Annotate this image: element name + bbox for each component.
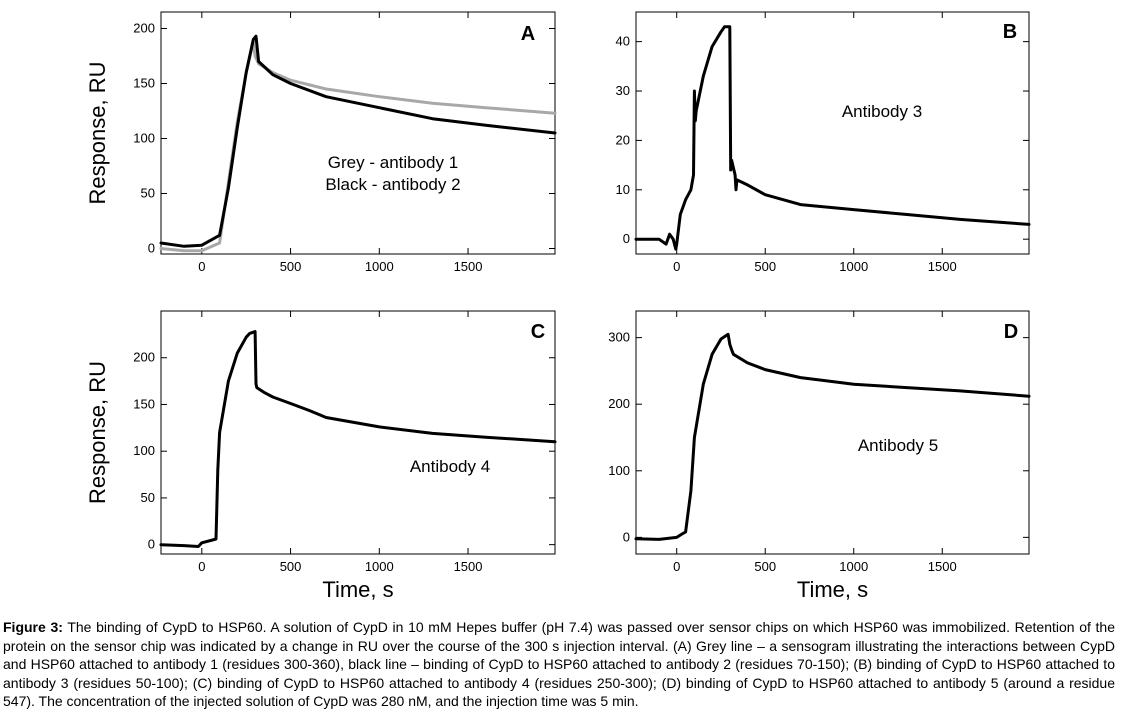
y-tick-label: 50 <box>141 490 155 505</box>
series-line-antibody-1 <box>159 40 557 253</box>
y-tick-label: 0 <box>623 529 630 544</box>
x-tick-label: 1500 <box>454 259 483 274</box>
x-tick-label: 1000 <box>839 559 868 574</box>
x-tick-label: 1000 <box>365 559 394 574</box>
panel-d: 0 500 1000 1500 0 100 200 300 D Antibody 5 Time, s <box>608 310 1031 602</box>
x-tick-label: 0 <box>198 559 205 574</box>
y-tick-label: 200 <box>133 21 155 36</box>
y-tick-label: 300 <box>608 330 630 345</box>
panel-label: C <box>531 321 545 343</box>
figure-caption: Figure 3: The binding of CypD to HSP60. … <box>3 618 1115 711</box>
y-tick-label: 150 <box>133 396 155 411</box>
panel-c: 0 500 1000 1500 0 50 100 150 200 C Antibody 4 Respo… <box>85 310 557 602</box>
annotation: Antibody 4 <box>410 457 490 476</box>
plot-frame <box>160 310 556 555</box>
x-tick-label: 1500 <box>928 559 957 574</box>
panel-label: B <box>1003 21 1017 43</box>
y-tick-label: 0 <box>148 537 155 552</box>
x-tick-label: 500 <box>754 259 776 274</box>
x-tick-label: 1000 <box>365 259 394 274</box>
series-line-antibody-2 <box>159 34 557 248</box>
x-axis-label: Time, s <box>322 577 393 602</box>
x-tick-label: 1500 <box>928 259 957 274</box>
panel-label: D <box>1004 321 1018 343</box>
y-tick-label: 200 <box>608 396 630 411</box>
annotation: Grey - antibody 1 <box>328 153 458 172</box>
y-tick-label: 40 <box>616 34 630 49</box>
y-tick-label: 20 <box>616 132 630 147</box>
y-tick-label: 100 <box>133 131 155 146</box>
x-tick-label: 1000 <box>839 259 868 274</box>
annotation: Antibody 3 <box>842 102 922 121</box>
annotation: Antibody 5 <box>858 436 938 455</box>
x-tick-label: 1500 <box>454 559 483 574</box>
caption-label: Figure 3: <box>3 619 63 635</box>
y-tick-label: 50 <box>141 186 155 201</box>
annotation: Black - antibody 2 <box>325 175 460 194</box>
series-line-antibody-5 <box>634 332 1031 541</box>
y-axis-label: Response, RU <box>85 361 110 504</box>
plot-frame <box>635 310 1030 555</box>
y-tick-label: 10 <box>616 182 630 197</box>
x-tick-label: 500 <box>280 559 302 574</box>
x-tick-label: 500 <box>280 259 302 274</box>
panel-a: 0 500 1000 1500 0 50 100 150 200 A Grey - antibody… <box>85 11 557 274</box>
y-tick-label: 0 <box>148 241 155 256</box>
panel-b: 0 500 1000 1500 0 10 20 30 40 B Antibody 3 <box>616 11 1031 274</box>
y-axis-label: Response, RU <box>85 61 110 204</box>
plot-frame <box>635 11 1030 255</box>
y-tick-label: 150 <box>133 76 155 91</box>
y-tick-label: 200 <box>133 350 155 365</box>
series-line-antibody-4 <box>159 330 557 548</box>
x-tick-label: 0 <box>673 259 680 274</box>
x-tick-label: 0 <box>198 259 205 274</box>
plot-frame <box>160 11 556 255</box>
series-line-antibody-3 <box>634 25 1031 251</box>
y-tick-label: 100 <box>608 463 630 478</box>
x-tick-label: 0 <box>673 559 680 574</box>
x-tick-label: 500 <box>754 559 776 574</box>
y-tick-label: 0 <box>623 231 630 246</box>
y-tick-label: 30 <box>616 83 630 98</box>
y-tick-label: 100 <box>133 443 155 458</box>
panel-label: A <box>521 23 535 45</box>
x-axis-label: Time, s <box>797 577 868 602</box>
caption-text: The binding of CypD to HSP60. A solution… <box>3 619 1116 710</box>
